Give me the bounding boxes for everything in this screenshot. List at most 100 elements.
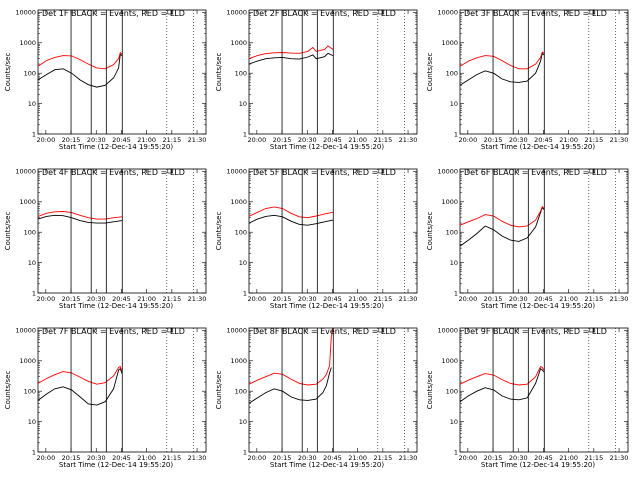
- x-tick-label: 20:30: [87, 454, 106, 462]
- y-tick-label: 1: [243, 448, 247, 456]
- x-tick-label: 21:15: [162, 454, 181, 462]
- x-tick-label: 21:30: [610, 295, 629, 303]
- y-axis-label: Counts/sec: [426, 371, 434, 410]
- x-tick-label: 20:30: [298, 295, 317, 303]
- x-tick-label: 20:00: [36, 136, 55, 144]
- y-tick-label: 1000: [441, 357, 458, 365]
- x-tick-label: 20:30: [509, 295, 528, 303]
- y-axis-label: Counts/sec: [4, 212, 12, 251]
- series-events-line: [459, 206, 545, 247]
- marker-box: [167, 327, 174, 333]
- x-axis-label: Start Time (12-Dec-14 19:55:20): [270, 302, 384, 310]
- x-tick-label: 21:15: [584, 454, 603, 462]
- x-tick-label: 20:15: [273, 454, 292, 462]
- series-lld-line: [459, 205, 545, 228]
- series-lld-line: [37, 365, 123, 385]
- x-tick-label: 21:15: [373, 295, 392, 303]
- panel-title: Det 2F BLACK = Events, RED = LLD: [253, 9, 396, 18]
- y-tick-label: 100: [24, 229, 36, 237]
- series-events-line: [248, 52, 334, 65]
- x-tick-label: 20:30: [87, 136, 106, 144]
- y-tick-label: 10000: [437, 327, 458, 335]
- x-tick-label: 20:45: [112, 295, 131, 303]
- x-tick-label: 21:00: [348, 454, 367, 462]
- x-tick-label: 20:45: [323, 295, 342, 303]
- x-axis-label: Start Time (12-Dec-14 19:55:20): [481, 143, 595, 151]
- x-tick-label: 21:00: [137, 136, 156, 144]
- y-tick-label: 100: [235, 70, 247, 78]
- x-tick-label: 21:30: [399, 454, 418, 462]
- series-events-line: [459, 367, 545, 403]
- y-tick-label: 10000: [15, 9, 36, 17]
- y-tick-label: 1: [454, 289, 458, 297]
- x-tick-label: 20:00: [36, 454, 55, 462]
- y-axis-label: Counts/sec: [215, 212, 223, 251]
- panel-title: Det 6F BLACK = Events, RED = LLD: [464, 168, 607, 177]
- panel-det-9: 1 10 100 1000 10000 20:00 20:15 20:30 20:45 21:00…: [426, 327, 628, 469]
- y-tick-label: 10000: [15, 327, 36, 335]
- marker-box: [378, 168, 385, 174]
- panel-title: Det 1F BLACK = Events, RED = LLD: [42, 9, 185, 18]
- x-axis-label: Start Time (12-Dec-14 19:55:20): [59, 143, 173, 151]
- y-axis-label: Counts/sec: [4, 53, 12, 92]
- x-tick-label: 20:15: [62, 136, 81, 144]
- marker-box: [589, 9, 596, 15]
- panel-det-7: 1 10 100 1000 10000 20:00 20:15 20:30 20:45 21:00…: [4, 327, 206, 469]
- panel-det-2: 1 10 100 1000 10000 20:00 20:15 20:30 20:45 21:00…: [215, 9, 417, 151]
- x-axis-label: Start Time (12-Dec-14 19:55:20): [270, 143, 384, 151]
- series-events-line: [459, 52, 545, 86]
- y-tick-label: 10: [28, 418, 36, 426]
- x-tick-label: 21:30: [188, 295, 207, 303]
- x-tick-label: 21:15: [373, 454, 392, 462]
- x-tick-label: 21:15: [162, 295, 181, 303]
- y-tick-label: 1000: [19, 357, 36, 365]
- y-tick-label: 1000: [230, 39, 247, 47]
- x-tick-label: 20:45: [323, 454, 342, 462]
- x-tick-label: 21:15: [584, 136, 603, 144]
- x-tick-label: 21:30: [610, 136, 629, 144]
- x-tick-label: 20:15: [484, 454, 503, 462]
- x-tick-label: 20:00: [458, 136, 477, 144]
- marker-box: [589, 327, 596, 333]
- y-tick-label: 100: [446, 229, 458, 237]
- y-tick-label: 100: [446, 70, 458, 78]
- x-tick-label: 21:15: [373, 136, 392, 144]
- series-lld-line: [248, 327, 334, 386]
- x-tick-label: 20:45: [534, 136, 553, 144]
- x-axis-label: Start Time (12-Dec-14 19:55:20): [270, 461, 384, 469]
- y-tick-label: 10000: [226, 9, 247, 17]
- x-axis-label: Start Time (12-Dec-14 19:55:20): [481, 302, 595, 310]
- x-tick-label: 21:00: [348, 295, 367, 303]
- y-axis-label: Counts/sec: [4, 371, 12, 410]
- x-axis-label: Start Time (12-Dec-14 19:55:20): [59, 461, 173, 469]
- x-tick-label: 20:45: [112, 454, 131, 462]
- x-tick-label: 20:30: [298, 136, 317, 144]
- panel-title: Det 8F BLACK = Events, RED = LLD: [253, 327, 396, 336]
- series-events-line: [248, 214, 334, 226]
- y-tick-label: 10: [450, 100, 458, 108]
- x-tick-label: 20:15: [62, 454, 81, 462]
- series-events-line: [248, 367, 332, 404]
- series-events-line: [37, 214, 123, 224]
- y-tick-label: 100: [24, 70, 36, 78]
- y-tick-label: 100: [24, 388, 36, 396]
- series-lld-line: [459, 365, 545, 386]
- x-tick-label: 20:45: [534, 295, 553, 303]
- x-tick-label: 20:00: [36, 295, 55, 303]
- x-tick-label: 21:30: [188, 454, 207, 462]
- y-tick-label: 10000: [437, 168, 458, 176]
- marker-box: [167, 9, 174, 15]
- series-events-line: [37, 53, 123, 88]
- x-tick-label: 20:45: [323, 136, 342, 144]
- series-lld-line: [459, 51, 545, 70]
- panel-det-3: 1 10 100 1000 10000 20:00 20:15 20:30 20:45 21:00…: [426, 9, 628, 151]
- panel-det-4: 1 10 100 1000 10000 20:00 20:15 20:30 20:45 21:00…: [4, 168, 206, 310]
- y-tick-label: 1: [243, 130, 247, 138]
- y-tick-label: 1000: [230, 357, 247, 365]
- x-tick-label: 20:00: [247, 136, 266, 144]
- y-tick-label: 100: [446, 388, 458, 396]
- marker-box: [589, 168, 596, 174]
- y-tick-label: 10000: [226, 168, 247, 176]
- y-axis-label: Counts/sec: [426, 212, 434, 251]
